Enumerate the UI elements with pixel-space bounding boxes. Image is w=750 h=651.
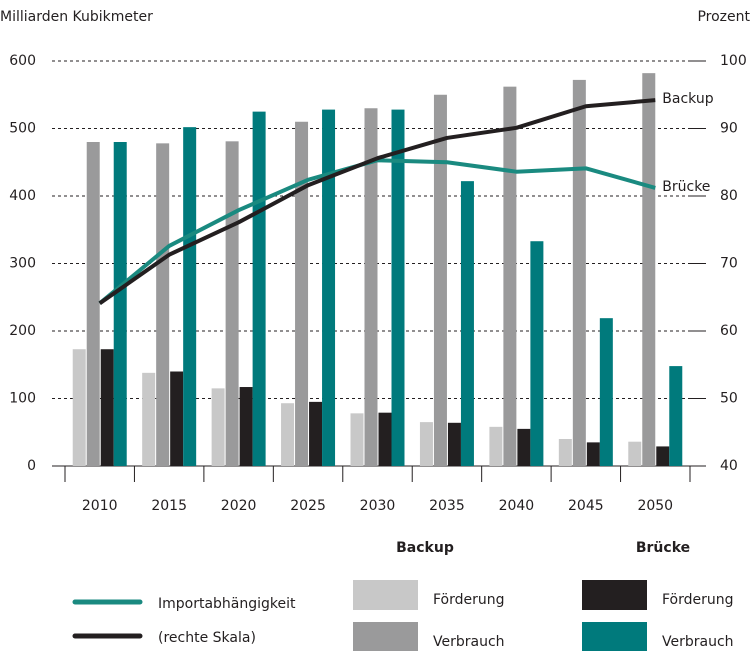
y2-tick-label: 50 bbox=[720, 391, 738, 407]
bar bbox=[86, 142, 100, 466]
y-tick-label: 400 bbox=[9, 188, 36, 204]
bar bbox=[225, 141, 239, 466]
bar bbox=[642, 73, 656, 467]
y-tick-label: 200 bbox=[9, 323, 36, 339]
y2-tick-label: 90 bbox=[720, 121, 738, 137]
y-tick-label: 300 bbox=[9, 256, 36, 272]
bar bbox=[586, 442, 600, 466]
legend-label: Förderung bbox=[662, 592, 734, 608]
legend-label: Verbrauch bbox=[662, 634, 734, 650]
legend-swatch bbox=[582, 622, 647, 651]
x-tick-label: 2015 bbox=[151, 498, 187, 514]
y-tick-label: 500 bbox=[9, 121, 36, 137]
legend-label: Verbrauch bbox=[433, 634, 505, 650]
x-tick-label: 2035 bbox=[429, 498, 465, 514]
bar bbox=[503, 86, 517, 467]
bar bbox=[558, 439, 572, 466]
x-tick-label: 2050 bbox=[637, 498, 673, 514]
legend-label: Förderung bbox=[433, 592, 505, 608]
bar bbox=[489, 426, 503, 466]
y2-tick-label: 80 bbox=[720, 188, 738, 204]
y2-tick-label: 70 bbox=[720, 256, 738, 272]
bar bbox=[364, 108, 378, 466]
bar bbox=[113, 142, 127, 466]
bar bbox=[530, 241, 544, 466]
bar bbox=[100, 349, 114, 466]
bar bbox=[239, 387, 253, 466]
legend-group-title: Backup bbox=[396, 540, 454, 556]
bar bbox=[572, 79, 586, 467]
y-axis-title: Milliarden Kubikmeter bbox=[0, 9, 153, 25]
legend-swatch bbox=[353, 580, 418, 610]
bar bbox=[460, 181, 474, 466]
x-tick-label: 2030 bbox=[360, 498, 396, 514]
legend-label: Importabhängigkeit bbox=[158, 596, 296, 612]
legend-group-title: Brücke bbox=[636, 540, 690, 556]
x-tick-label: 2025 bbox=[290, 498, 326, 514]
bar bbox=[656, 446, 670, 466]
bar bbox=[669, 366, 683, 466]
y-tick-label: 100 bbox=[9, 391, 36, 407]
bar bbox=[142, 372, 156, 466]
bar bbox=[183, 127, 197, 467]
legend-swatch bbox=[353, 622, 418, 651]
bar bbox=[252, 111, 266, 466]
x-tick-label: 2040 bbox=[499, 498, 535, 514]
line-end-label: Backup bbox=[662, 91, 713, 107]
bar bbox=[599, 318, 613, 466]
legend-label: (rechte Skala) bbox=[158, 630, 256, 646]
bar bbox=[281, 403, 295, 466]
bar bbox=[322, 109, 336, 466]
bar bbox=[211, 388, 225, 466]
bar bbox=[419, 422, 433, 466]
bar bbox=[628, 441, 642, 466]
line-end-label: Brücke bbox=[662, 179, 710, 195]
bar bbox=[391, 109, 405, 466]
bar bbox=[72, 349, 86, 466]
bar bbox=[378, 412, 392, 466]
y2-tick-label: 100 bbox=[720, 53, 747, 69]
y-tick-label: 0 bbox=[27, 458, 36, 474]
bar bbox=[447, 422, 461, 466]
bar bbox=[309, 401, 323, 466]
y-tick-label: 600 bbox=[9, 53, 36, 69]
bar bbox=[170, 371, 184, 466]
y2-tick-label: 40 bbox=[720, 458, 738, 474]
bar bbox=[350, 413, 364, 466]
x-tick-label: 2010 bbox=[82, 498, 118, 514]
line bbox=[98, 98, 656, 305]
bar bbox=[433, 94, 447, 466]
legend-swatch bbox=[582, 580, 647, 610]
bar bbox=[517, 428, 531, 466]
y2-axis-title: Prozent bbox=[697, 9, 750, 25]
bar bbox=[295, 121, 309, 466]
bar bbox=[156, 143, 170, 466]
y2-tick-label: 60 bbox=[720, 323, 738, 339]
x-tick-label: 2045 bbox=[568, 498, 604, 514]
x-tick-label: 2020 bbox=[221, 498, 257, 514]
